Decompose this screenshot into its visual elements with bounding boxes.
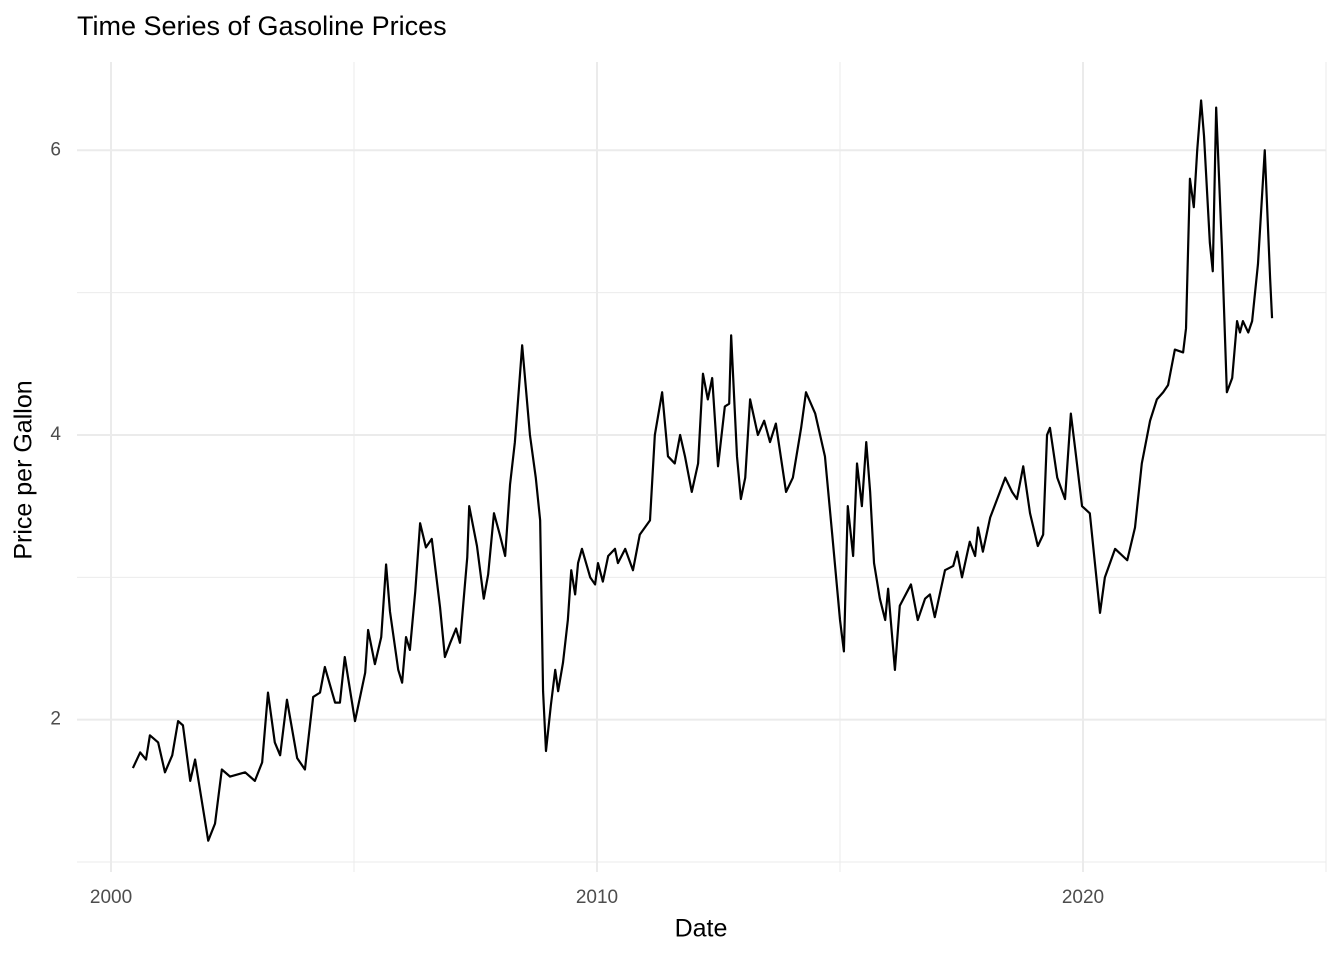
- x-axis-label: Date: [675, 915, 728, 943]
- price-line: [131, 99, 1274, 842]
- grid: 2 4 6 2000 2010 2020: [50, 62, 1327, 908]
- plot-area: [131, 99, 1274, 842]
- x-tick-label: 2000: [90, 887, 132, 908]
- x-tick-label: 2010: [576, 887, 618, 908]
- x-tick-label: 2020: [1062, 887, 1104, 908]
- y-axis-label: Price per Gallon: [10, 380, 38, 559]
- y-tick-label: 4: [50, 424, 61, 445]
- y-tick-label: 2: [50, 709, 61, 730]
- y-tick-label: 6: [50, 139, 61, 160]
- chart-title: Time Series of Gasoline Prices: [77, 11, 447, 41]
